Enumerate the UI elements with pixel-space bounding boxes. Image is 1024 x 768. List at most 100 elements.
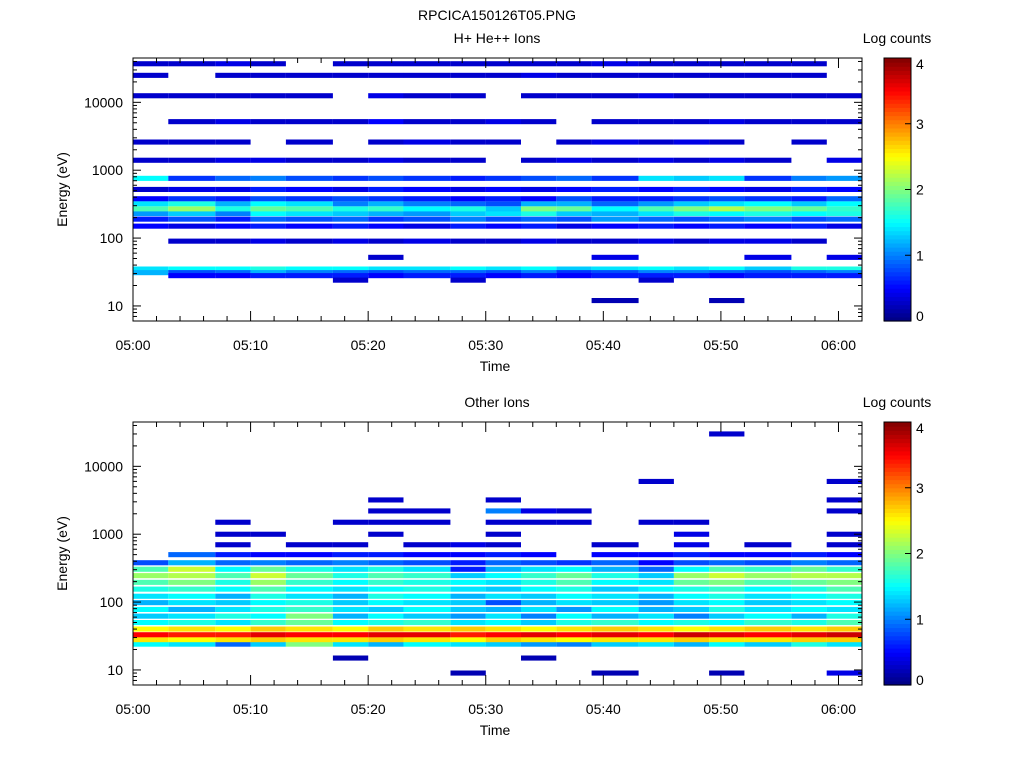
heatmap-cell	[591, 216, 639, 222]
heatmap-cell	[556, 620, 592, 626]
heatmap-cell	[450, 139, 486, 145]
heatmap-cell	[791, 586, 827, 592]
heatmap-cell	[250, 637, 286, 643]
colorbar-swatch	[884, 234, 911, 240]
colorbar-swatch	[884, 442, 911, 448]
heatmap-cell	[403, 196, 451, 202]
colorbar-swatch	[884, 275, 911, 281]
heatmap-cell	[591, 641, 639, 647]
heatmap-cell	[215, 641, 251, 647]
heatmap-cell	[791, 632, 827, 638]
heatmap-cell	[368, 201, 404, 207]
heatmap-cell	[591, 72, 639, 78]
heatmap-cell	[591, 593, 639, 599]
heatmap-cell	[673, 560, 710, 566]
heatmap-cell	[403, 216, 451, 222]
heatmap-cell	[403, 273, 451, 279]
y-axis: 10 100 1000 10000	[84, 60, 862, 322]
heatmap-cell	[368, 593, 404, 599]
colorbar-swatch	[884, 164, 911, 170]
heatmap-cell	[791, 72, 827, 78]
heatmap-cell	[744, 196, 792, 202]
colorbar-swatch	[884, 590, 911, 596]
heatmap-cell	[133, 641, 169, 647]
heatmap-cell	[521, 519, 557, 525]
heatmap-cell	[215, 211, 251, 217]
heatmap-cell	[673, 613, 710, 619]
heatmap-cell	[368, 270, 404, 276]
colorbar-swatch	[884, 168, 911, 174]
heatmap-cell	[450, 216, 486, 222]
colorbar-swatch	[884, 177, 911, 182]
heatmap-cell	[521, 600, 557, 606]
heatmap-cell	[368, 61, 404, 67]
x-axis: 05:00 05:10 05:20 05:30 05:40 05:50 06:00	[115, 58, 863, 353]
heatmap-cell	[215, 606, 251, 612]
heatmap-cell	[133, 157, 169, 163]
heatmap-cell	[403, 620, 451, 626]
colorbar-swatch	[884, 631, 911, 637]
heatmap-cell	[450, 593, 486, 599]
heatmap-cell	[791, 613, 827, 619]
heatmap-cell	[826, 201, 862, 207]
heatmap-cell	[450, 93, 486, 99]
heatmap-cell	[673, 72, 710, 78]
heatmap-cell	[215, 637, 251, 643]
heatmap-cell	[673, 175, 710, 181]
heatmap-cell	[332, 519, 369, 525]
heatmap-cell	[556, 270, 592, 276]
heatmap-cell	[556, 196, 592, 202]
heatmap-cell	[591, 93, 639, 99]
heatmap-cell	[168, 175, 216, 181]
panel-title: H+ He++ Ions	[454, 30, 541, 46]
colorbar-swatch	[884, 90, 911, 96]
heatmap-cell	[450, 613, 486, 619]
heatmap-cell	[485, 620, 521, 626]
heatmap-cell	[709, 606, 745, 612]
colorbar-swatch	[884, 131, 911, 137]
heatmap-cell	[133, 93, 169, 99]
heatmap-cell	[332, 119, 369, 125]
heatmap-cell	[591, 579, 639, 585]
heatmap-cell	[485, 542, 521, 548]
colorbar-swatch	[884, 549, 911, 555]
heatmap-cell	[133, 223, 169, 229]
heatmap-cell	[791, 93, 827, 99]
heatmap-cell	[826, 600, 862, 606]
heatmap-cell	[403, 508, 451, 514]
heatmap-cell	[332, 72, 369, 78]
colorbar-swatch	[884, 483, 911, 489]
heatmap-cell	[556, 139, 592, 145]
heatmap-cell	[403, 586, 451, 592]
heatmap-cell	[332, 637, 369, 643]
heatmap-cell	[168, 586, 216, 592]
heatmap-cell	[403, 606, 451, 612]
heatmap-cell	[168, 620, 216, 626]
heatmap-cell	[215, 216, 251, 222]
heatmap-cell	[826, 186, 862, 192]
heatmap-cell	[521, 186, 557, 192]
colorbar-tick-label: 1	[916, 247, 924, 263]
panel-title: Other Ions	[464, 394, 529, 410]
heatmap-cell	[826, 552, 862, 558]
heatmap-cell	[168, 637, 216, 643]
heatmap-cell	[521, 613, 557, 619]
heatmap-cell	[215, 93, 251, 99]
heatmap-cell	[521, 586, 557, 592]
heatmap-cell	[744, 266, 792, 272]
heatmap-cell	[485, 139, 521, 145]
heatmap-cell	[638, 266, 674, 272]
y-tick-label: 1000	[92, 526, 123, 542]
colorbar-swatch	[884, 263, 911, 269]
colorbar-tick-label: 2	[916, 182, 924, 198]
colorbar-swatch	[884, 627, 911, 633]
heatmap-cell	[591, 586, 639, 592]
heatmap-cell	[368, 632, 404, 638]
heatmap-cell	[215, 552, 251, 558]
colorbar-swatch	[884, 512, 911, 518]
heatmap-cell	[485, 566, 521, 572]
heatmap-cell	[673, 620, 710, 626]
heatmap-cell	[250, 579, 286, 585]
heatmap-cell	[133, 613, 169, 619]
heatmap-cell	[709, 626, 745, 632]
